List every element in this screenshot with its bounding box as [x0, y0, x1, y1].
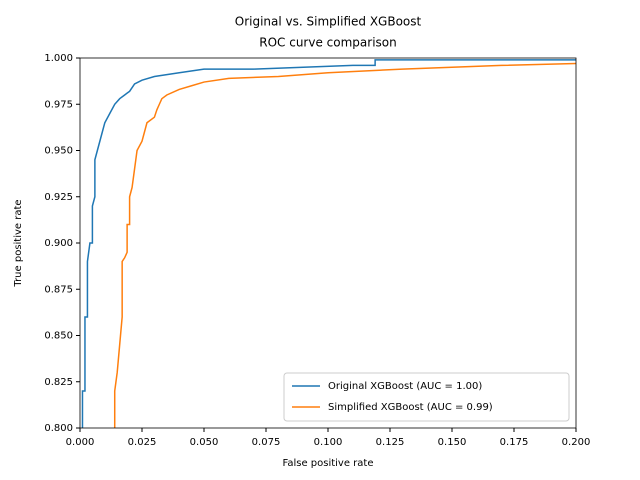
y-tick-label: 0.950	[44, 146, 73, 157]
y-tick-label: 0.800	[44, 423, 73, 434]
x-tick-label: 0.175	[500, 437, 529, 448]
x-tick-label: 0.100	[314, 437, 343, 448]
x-tick-label: 0.000	[66, 437, 95, 448]
chart-title: Original vs. Simplified XGBoost	[235, 15, 422, 29]
legend-box	[283, 372, 570, 422]
y-tick-label: 1.000	[44, 53, 73, 64]
x-tick-label: 0.125	[376, 437, 405, 448]
x-tick-label: 0.050	[190, 437, 219, 448]
roc-line	[81, 59, 576, 428]
x-tick-label: 0.075	[252, 437, 281, 448]
y-tick-label: 0.875	[44, 284, 73, 295]
legend-label: Original XGBoost (AUC = 1.00)	[328, 381, 482, 392]
legend-label: Simplified XGBoost (AUC = 0.99)	[328, 402, 493, 413]
y-tick-label: 0.850	[44, 331, 73, 342]
y-tick-label: 0.925	[44, 192, 73, 203]
y-tick-label: 0.900	[44, 238, 73, 249]
plot-frame	[79, 57, 577, 429]
y-tick-label: 0.975	[44, 99, 73, 110]
y-axis-label: True positive rate	[13, 199, 24, 287]
x-tick-label: 0.025	[128, 437, 157, 448]
x-tick-label: 0.150	[438, 437, 467, 448]
x-axis-label: False positive rate	[283, 458, 374, 469]
chart-subtitle: ROC curve comparison	[259, 36, 396, 50]
roc-line	[113, 62, 577, 428]
y-tick-label: 0.825	[44, 377, 73, 388]
x-tick-label: 0.200	[562, 437, 591, 448]
